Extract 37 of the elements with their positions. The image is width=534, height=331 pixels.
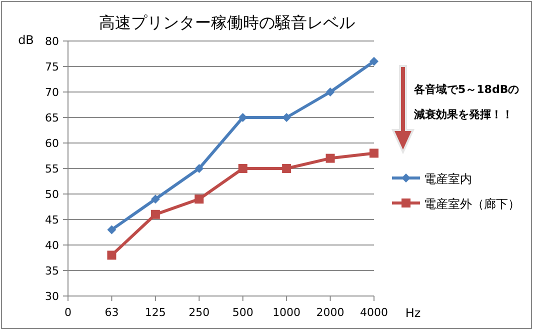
point: [107, 225, 116, 234]
y-tick-label: 45: [45, 214, 59, 226]
y-tick-label: 50: [45, 188, 59, 201]
legend-label: 電産室外（廊下）: [424, 197, 520, 211]
point: [150, 210, 160, 219]
point: [238, 164, 248, 173]
x-tick-label: 2000: [316, 306, 344, 319]
y-tick-label: 75: [45, 60, 59, 74]
x-tick-label: 4000: [360, 306, 388, 319]
y-axis-title: dB: [18, 33, 34, 47]
x-tick-label: 250: [188, 306, 210, 319]
point: [194, 194, 204, 204]
x-tick-label: 500: [232, 306, 254, 319]
y-tick-label: 55: [45, 162, 59, 176]
point: [370, 56, 378, 66]
point: [326, 88, 335, 96]
x-tick-label: 125: [144, 306, 166, 319]
x-tick-label: 0: [64, 306, 72, 319]
y-tick-label: 80: [45, 35, 59, 48]
text: 各音域で5～18dBの減衰効果を発揮！！: [413, 83, 520, 121]
point: [326, 154, 335, 163]
x-tick-label: 1000: [272, 306, 301, 319]
y-tick-label: 65: [45, 112, 59, 124]
point: [194, 164, 204, 173]
legend-label: 電産室内: [424, 172, 472, 186]
x-tick-label: 63: [104, 306, 119, 319]
y-tick-label: 35: [45, 264, 59, 278]
point: [107, 250, 116, 260]
y-tick-label: 30: [45, 290, 59, 303]
point: [282, 164, 292, 173]
y-tick-label: 40: [45, 239, 59, 252]
x-axis-title: Hz: [405, 306, 421, 320]
y-tick-label: 60: [45, 137, 59, 150]
point: [370, 148, 378, 158]
point: [150, 194, 160, 204]
chart-title: 高速プリンター稼働時の騒音レベル: [99, 13, 355, 32]
y-tick-label: 70: [45, 86, 59, 99]
